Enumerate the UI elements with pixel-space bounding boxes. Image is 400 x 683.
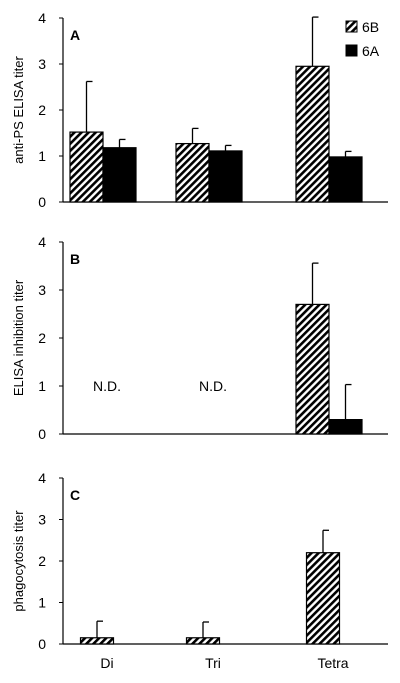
y-tick-label: 2 xyxy=(38,330,46,346)
y-tick-label: 2 xyxy=(38,553,46,569)
bar-6A-Tri xyxy=(208,150,243,203)
bar-series1-Tetra xyxy=(328,419,363,435)
x-tick-label: Di xyxy=(100,655,113,671)
y-tick-label: 1 xyxy=(38,148,46,164)
panel-B: 0 1 2 3 4 ELISA inhibition titer B N.D. N.D. xyxy=(11,234,388,442)
panel-letter: A xyxy=(70,27,80,43)
bar-series0-Tetra xyxy=(295,303,330,435)
panel-A: 0 1 2 3 4 anti-PS ELISA titer A 6B 6A xyxy=(11,10,388,210)
y-axis-label: ELISA inhibition titer xyxy=(11,279,26,396)
bar-series0-Di xyxy=(79,637,115,645)
y-tick-label: 3 xyxy=(38,512,46,528)
bar-series0-Tetra xyxy=(305,552,341,645)
nd-annotation: N.D. xyxy=(93,378,121,394)
bar-6B-Tri xyxy=(175,142,210,203)
bar-6A-Tetra xyxy=(328,156,363,203)
y-tick-label: 1 xyxy=(38,378,46,394)
y-tick-label: 2 xyxy=(38,102,46,118)
bar-6A-Di xyxy=(102,147,137,203)
y-tick-label: 3 xyxy=(38,282,46,298)
y-tick-label: 3 xyxy=(38,56,46,72)
y-tick-label: 4 xyxy=(38,10,46,26)
nd-annotation: N.D. xyxy=(199,378,227,394)
y-tick-label: 4 xyxy=(38,234,46,250)
y-axis-label: phagocytosis titer xyxy=(11,510,26,612)
legend-swatch-6B xyxy=(345,20,358,33)
x-tick-label: Tetra xyxy=(317,655,348,671)
panel-letter: B xyxy=(70,251,80,267)
bar-6B-Di xyxy=(69,131,104,203)
y-tick-label: 4 xyxy=(38,470,46,486)
y-tick-label: 0 xyxy=(38,426,46,442)
panel-C: 0 1 2 3 4 phagocytosis titer C Di Tri Tetra xyxy=(11,470,388,671)
legend-label-6A: 6A xyxy=(362,43,380,59)
y-tick-label: 1 xyxy=(38,595,46,611)
bar-series0-Tri xyxy=(185,637,221,645)
y-axis-label: anti-PS ELISA titer xyxy=(11,56,26,164)
y-tick-label: 0 xyxy=(38,636,46,652)
legend-swatch-6A xyxy=(345,44,358,57)
panel-letter: C xyxy=(70,487,80,503)
legend-label-6B: 6B xyxy=(362,19,379,35)
bar-6B-Tetra xyxy=(295,65,330,203)
x-tick-label: Tri xyxy=(205,655,221,671)
y-tick-label: 0 xyxy=(38,194,46,210)
